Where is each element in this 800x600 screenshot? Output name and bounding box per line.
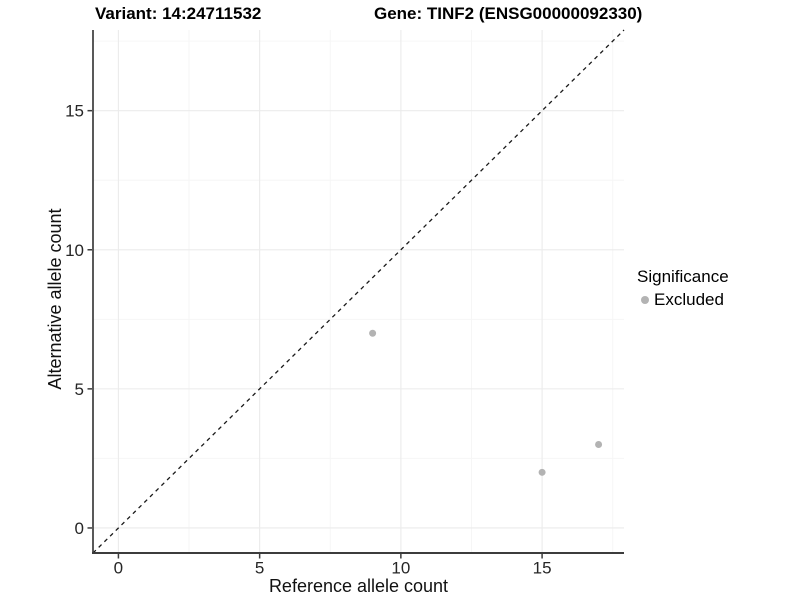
x-tick-label: 10 [391, 559, 410, 578]
excluded-point-marker-icon [641, 296, 649, 304]
y-tick-label: 15 [65, 102, 84, 121]
data-point [595, 441, 603, 449]
x-tick-label: 15 [533, 559, 552, 578]
legend-item-excluded: Excluded [637, 290, 729, 310]
legend: Significance Excluded [637, 267, 729, 310]
y-tick-label: 0 [75, 519, 84, 538]
data-point [538, 468, 546, 476]
gene-title: Gene: TINF2 (ENSG00000092330) [374, 4, 643, 23]
legend-item-label: Excluded [654, 290, 724, 309]
y-axis-title: Alternative allele count [45, 208, 65, 390]
y-tick-label: 10 [65, 241, 84, 260]
variant-title: Variant: 14:24711532 [95, 4, 262, 23]
x-axis-title: Reference allele count [268, 576, 449, 596]
x-tick-label: 0 [114, 559, 123, 578]
legend-title: Significance [637, 267, 729, 286]
data-point [369, 329, 377, 337]
y-tick-label: 5 [75, 380, 84, 399]
x-tick-label: 5 [255, 559, 264, 578]
